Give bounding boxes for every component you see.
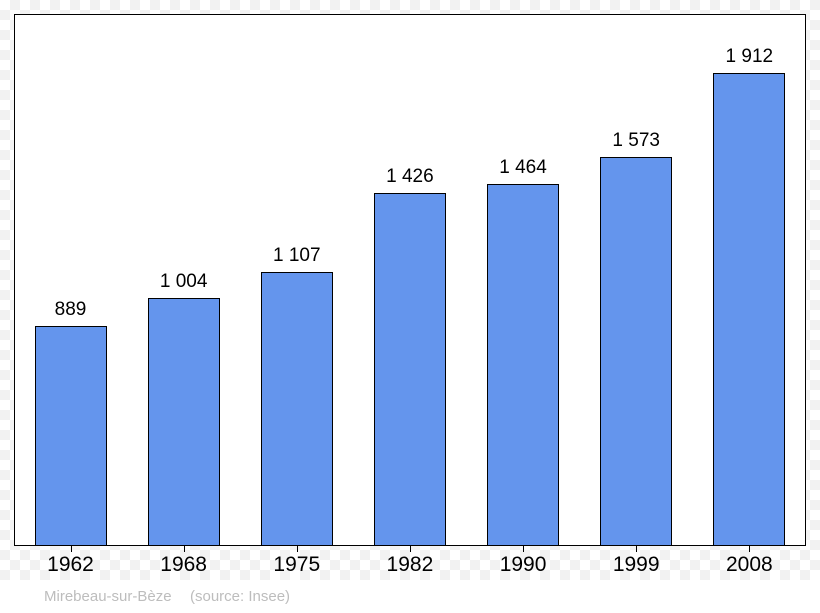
x-tick: [297, 546, 298, 552]
x-tick-label: 1962: [16, 553, 126, 577]
bar-value-label: 1 004: [129, 271, 239, 293]
bar: [148, 298, 220, 546]
x-tick: [749, 546, 750, 552]
bar-value-label: 1 426: [355, 166, 465, 188]
bar: [35, 326, 107, 546]
caption-source: (source: Insee): [190, 588, 290, 605]
bar: [713, 73, 785, 546]
bar-value-label: 1 573: [581, 130, 691, 152]
x-tick: [636, 546, 637, 552]
x-tick: [71, 546, 72, 552]
bar: [600, 157, 672, 546]
bar: [374, 193, 446, 546]
x-tick-label: 2008: [694, 553, 804, 577]
bar-value-label: 889: [16, 299, 126, 321]
x-tick: [184, 546, 185, 552]
x-tick-label: 1975: [242, 553, 352, 577]
x-tick: [523, 546, 524, 552]
bar-value-label: 1 912: [694, 46, 804, 68]
page-root: 8891 0041 1071 4261 4641 5731 912 196219…: [0, 0, 820, 613]
bar: [487, 184, 559, 546]
bar: [261, 272, 333, 546]
caption-location: Mirebeau-sur-Bèze: [44, 588, 172, 605]
x-tick: [410, 546, 411, 552]
bar-value-label: 1 464: [468, 157, 578, 179]
x-tick-label: 1999: [581, 553, 691, 577]
x-tick-label: 1968: [129, 553, 239, 577]
x-tick-label: 1982: [355, 553, 465, 577]
x-tick-label: 1990: [468, 553, 578, 577]
bar-value-label: 1 107: [242, 245, 352, 267]
